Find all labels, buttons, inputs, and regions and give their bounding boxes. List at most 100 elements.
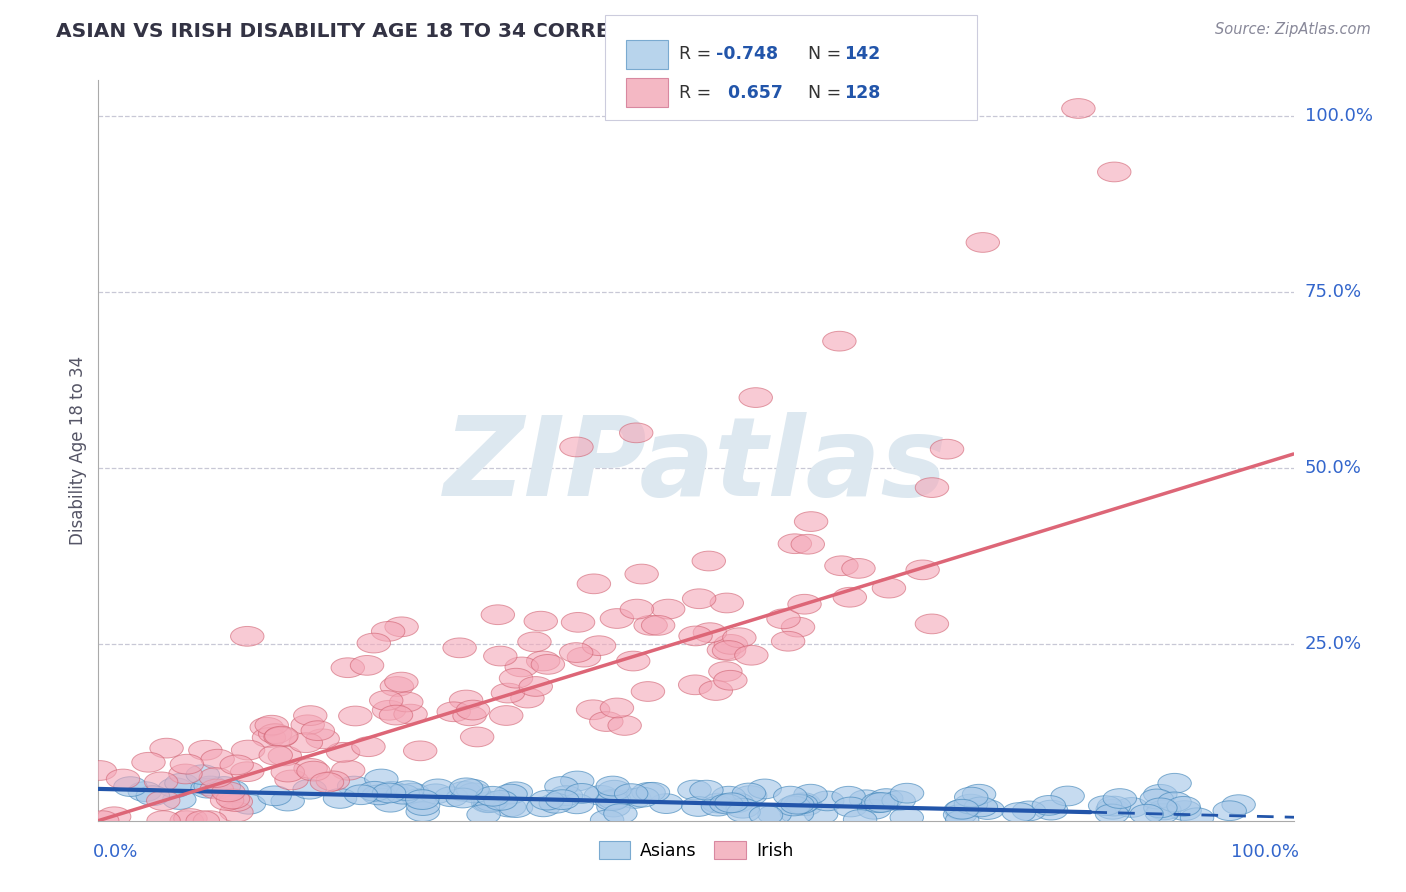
Ellipse shape xyxy=(484,790,517,810)
Ellipse shape xyxy=(616,651,650,671)
Ellipse shape xyxy=(565,783,599,804)
Ellipse shape xyxy=(614,784,648,804)
Ellipse shape xyxy=(550,786,582,805)
Ellipse shape xyxy=(585,786,617,805)
Ellipse shape xyxy=(707,640,741,660)
Ellipse shape xyxy=(560,437,593,457)
Ellipse shape xyxy=(146,811,180,830)
Text: 142: 142 xyxy=(844,45,880,63)
Ellipse shape xyxy=(402,789,436,808)
Ellipse shape xyxy=(702,793,735,813)
Ellipse shape xyxy=(264,727,297,747)
Ellipse shape xyxy=(219,802,253,822)
Ellipse shape xyxy=(955,788,988,807)
Ellipse shape xyxy=(591,810,624,830)
Ellipse shape xyxy=(339,706,373,726)
Ellipse shape xyxy=(357,633,391,653)
Ellipse shape xyxy=(766,609,800,629)
Ellipse shape xyxy=(373,783,406,803)
Ellipse shape xyxy=(290,733,322,753)
Ellipse shape xyxy=(456,780,489,799)
Ellipse shape xyxy=(962,784,995,804)
Ellipse shape xyxy=(1157,792,1191,812)
Ellipse shape xyxy=(492,797,526,817)
Ellipse shape xyxy=(505,657,538,677)
Ellipse shape xyxy=(527,797,560,817)
Ellipse shape xyxy=(174,809,207,829)
Ellipse shape xyxy=(561,771,593,791)
Ellipse shape xyxy=(603,804,637,823)
Ellipse shape xyxy=(905,560,939,580)
Ellipse shape xyxy=(352,737,385,756)
Ellipse shape xyxy=(720,793,754,813)
Ellipse shape xyxy=(711,787,745,806)
Ellipse shape xyxy=(363,785,395,805)
Ellipse shape xyxy=(291,714,325,735)
Ellipse shape xyxy=(931,439,963,459)
Ellipse shape xyxy=(778,533,811,554)
Ellipse shape xyxy=(733,783,766,803)
Ellipse shape xyxy=(714,793,748,813)
Ellipse shape xyxy=(710,593,744,613)
Ellipse shape xyxy=(396,783,430,803)
Text: 0.657: 0.657 xyxy=(716,84,783,102)
Ellipse shape xyxy=(510,689,544,708)
Ellipse shape xyxy=(778,796,810,816)
Ellipse shape xyxy=(1012,801,1046,821)
Ellipse shape xyxy=(212,782,245,802)
Ellipse shape xyxy=(434,787,468,806)
Ellipse shape xyxy=(193,811,226,830)
Ellipse shape xyxy=(145,772,177,792)
Ellipse shape xyxy=(786,793,820,813)
Ellipse shape xyxy=(475,787,509,806)
Ellipse shape xyxy=(595,791,628,811)
Ellipse shape xyxy=(713,640,745,660)
Ellipse shape xyxy=(758,805,792,824)
Ellipse shape xyxy=(710,794,742,814)
Ellipse shape xyxy=(481,605,515,624)
Ellipse shape xyxy=(679,626,713,646)
Text: Source: ZipAtlas.com: Source: ZipAtlas.com xyxy=(1215,22,1371,37)
Ellipse shape xyxy=(699,681,733,700)
Ellipse shape xyxy=(494,784,527,804)
Ellipse shape xyxy=(631,681,665,701)
Ellipse shape xyxy=(626,788,659,807)
Ellipse shape xyxy=(693,623,727,642)
Ellipse shape xyxy=(598,789,631,809)
Ellipse shape xyxy=(915,614,949,634)
Ellipse shape xyxy=(450,690,482,710)
Ellipse shape xyxy=(146,790,180,811)
Legend: Asians, Irish: Asians, Irish xyxy=(599,841,793,860)
Ellipse shape xyxy=(231,626,264,646)
Ellipse shape xyxy=(650,794,683,814)
Ellipse shape xyxy=(600,698,634,718)
Ellipse shape xyxy=(1097,797,1130,816)
Ellipse shape xyxy=(269,746,301,765)
Ellipse shape xyxy=(132,752,166,772)
Ellipse shape xyxy=(1159,773,1191,793)
Ellipse shape xyxy=(519,677,553,697)
Ellipse shape xyxy=(862,793,896,813)
Ellipse shape xyxy=(232,740,264,760)
Ellipse shape xyxy=(447,781,481,801)
Ellipse shape xyxy=(517,632,551,652)
Ellipse shape xyxy=(1115,797,1149,817)
Ellipse shape xyxy=(200,768,232,788)
Ellipse shape xyxy=(596,797,630,817)
Ellipse shape xyxy=(598,780,631,800)
Ellipse shape xyxy=(215,780,249,800)
Ellipse shape xyxy=(748,779,782,799)
Ellipse shape xyxy=(890,783,924,803)
Ellipse shape xyxy=(453,706,486,726)
Ellipse shape xyxy=(231,762,264,781)
Ellipse shape xyxy=(1032,796,1066,815)
Ellipse shape xyxy=(810,791,844,811)
Ellipse shape xyxy=(460,727,494,747)
Ellipse shape xyxy=(332,760,366,780)
Ellipse shape xyxy=(389,692,423,712)
Ellipse shape xyxy=(373,700,406,720)
Ellipse shape xyxy=(394,705,427,724)
Ellipse shape xyxy=(782,617,814,637)
Ellipse shape xyxy=(1130,805,1163,824)
Text: -0.748: -0.748 xyxy=(716,45,778,63)
